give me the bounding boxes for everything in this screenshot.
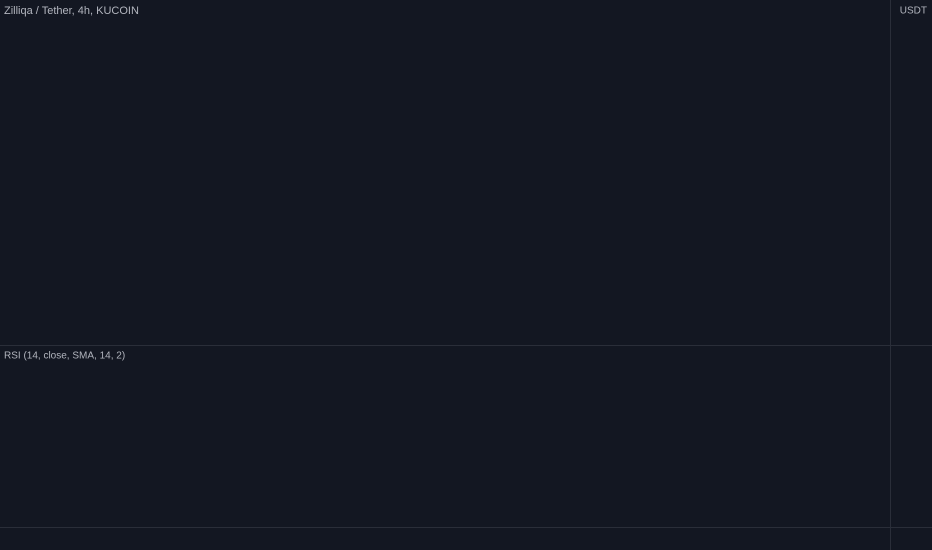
rsi-title: RSI (14, close, SMA, 14, 2) <box>4 351 125 362</box>
currency-label: USDT <box>900 6 927 17</box>
chart-title: Zilliqa / Tether, 4h, KUCOIN <box>4 5 139 17</box>
